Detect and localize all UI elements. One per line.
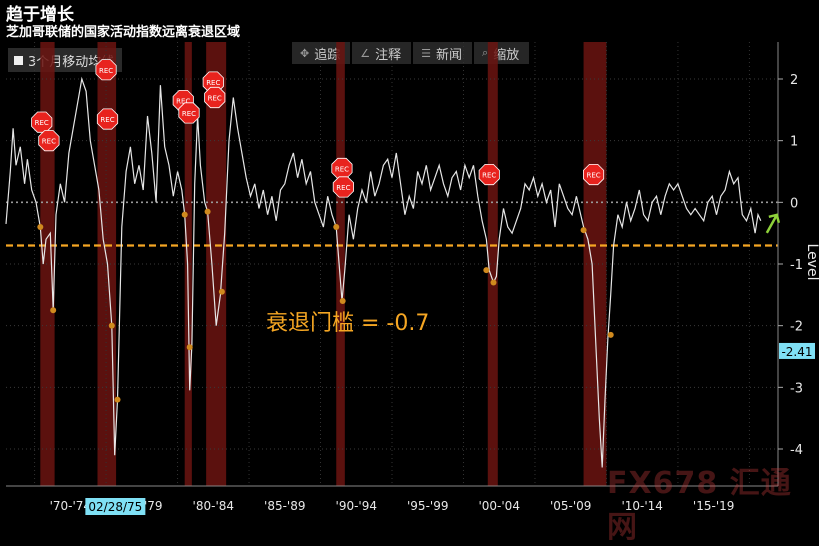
last-value-text: -2.41 [781,345,812,359]
y-axis-label: Level [804,244,819,281]
x-tick-label: '00-'04 [478,499,519,513]
recession-band [184,42,192,486]
x-date-badge [85,498,146,515]
rec-text: REC [206,79,220,87]
y-tick-label: -4 [790,443,803,458]
rec-marker: REC [332,176,355,198]
orange-marker [186,344,193,351]
x-tick-label: '85-'89 [264,499,305,513]
grid-lines [6,42,778,486]
rec-octagon [95,59,117,81]
rec-text: REC [482,172,496,180]
rec-text: REC [208,95,222,103]
last-value-badge [779,342,815,359]
rec-text: REC [35,119,49,127]
orange-marker [333,224,340,230]
x-tick-label: '70-'74 [50,499,91,513]
y-axis-ticks: 2 1 0 -1 -2 -3 -4 -2.41 [777,42,815,486]
x-axis: '70-'74'75-'79'80-'84'85-'89'90-'94'95-'… [6,485,778,515]
chart-title: 趋于增长 [6,5,74,25]
orange-marker [218,288,225,295]
chart-toolbar: ✥ 追踪 ∠ 注释 ☰ 新闻 ⌕ 缩放 [292,42,530,64]
rec-octagon [332,176,355,198]
rec-text: REC [42,138,56,146]
annotate-button[interactable]: ∠ 注释 [352,42,412,64]
recession-band [487,42,498,486]
orange-marker [339,298,346,304]
rec-text: REC [586,172,600,180]
x-tick-label: '05-'09 [550,499,591,513]
rec-text: REC [176,98,190,106]
y-tick-label: -3 [790,381,803,396]
nai-line-chart: 210-1-2-3-4-2.41 '70-'74'75-'79'80-'84'8… [5,42,819,515]
rec-octagon [96,108,119,130]
orange-marker [181,211,188,218]
y-tick-label: 1 [790,135,798,150]
rec-text: REC [182,110,196,118]
y-tick-label: -2 [790,320,803,335]
rec-marker: REC [95,59,117,81]
news-icon: ☰ [421,46,431,60]
rec-marker: REC [478,163,500,186]
rec-markers: REC REC REC REC REC REC REC REC REC REC REC REC [31,59,781,234]
news-button[interactable]: ☰ 新闻 [413,42,473,64]
news-label: 新闻 [436,47,463,63]
x-tick-label: '10-'14 [621,499,662,513]
rec-text: REC [100,116,114,124]
y-tick-label: 2 [790,73,798,88]
orange-marker [50,307,57,314]
recession-band [40,42,55,486]
orange-markers [37,208,614,403]
orange-marker [483,267,490,274]
watermark: FX678 汇通网 [607,466,792,545]
rec-octagon [178,102,200,124]
rec-marker: REC [204,86,226,109]
x-tick-label: '95-'99 [407,499,448,513]
rec-octagon [38,130,60,152]
rec-text: REC [99,67,113,75]
orange-marker [580,227,587,234]
rec-text: REC [335,165,349,173]
x-tick-label: '15-'19 [693,499,734,513]
chart-subtitle: 芝加哥联储的国家活动指数远离衰退区域 [6,25,241,40]
pencil-icon: ∠ [360,46,371,60]
rec-marker: REC [96,108,119,130]
rec-marker: REC [31,111,53,133]
rec-octagon [204,86,226,109]
recession-bands [40,42,607,486]
series-line [5,76,762,468]
orange-marker [204,208,211,215]
rec-marker: REC [38,130,60,152]
recession-band [206,42,227,486]
rec-octagon [478,163,500,186]
recession-band [583,42,607,486]
orange-marker [114,396,121,403]
rec-octagon [583,163,605,186]
rec-text: REC [336,184,350,192]
x-tick-label: '80-'84 [193,499,234,513]
orange-marker [37,224,44,230]
orange-marker [108,322,115,329]
crosshair-icon: ✥ [300,46,310,60]
orange-marker [607,331,614,338]
threshold-label: 衰退门槛 = -0.7 [266,311,429,336]
recession-band [336,42,345,486]
rec-marker: REC [178,102,200,124]
zoom-label: 缩放 [493,47,520,63]
y-tick-label: 0 [790,196,798,211]
y-tick-label: -1 [790,258,803,273]
x-date-badge-text: 02/28/75 [88,500,142,514]
rec-marker: REC [331,157,353,180]
trend-arrow [765,213,781,234]
rec-marker: REC [583,163,605,186]
legend-swatch [14,55,23,65]
x-tick-label: '90-'94 [336,499,377,513]
orange-marker [490,279,497,286]
annotate-label: 注释 [375,47,402,63]
search-icon: ⌕ [482,46,489,59]
